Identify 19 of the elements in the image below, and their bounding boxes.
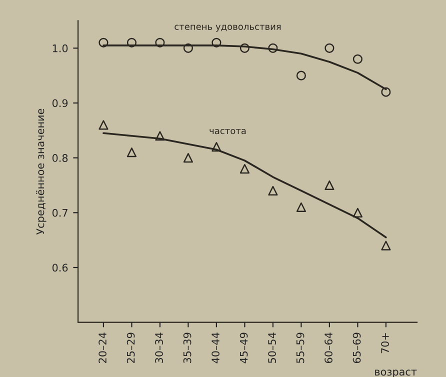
x-tick-label: 55–59 — [296, 332, 304, 363]
series-label: степень удовольствия — [174, 24, 281, 32]
y-tick-label: 0.8 — [52, 154, 68, 162]
x-tick-label: 60–64 — [324, 332, 332, 364]
series-label: частота — [210, 128, 246, 134]
x-tick-label: 70+ — [381, 333, 389, 354]
x-tick-label: 50–54 — [268, 332, 276, 363]
x-tick-label: 65–69 — [352, 332, 361, 364]
x-tick-label: 25–29 — [126, 332, 135, 364]
y-tick-label: 0.9 — [52, 99, 68, 108]
x-tick-label: 20–24 — [98, 332, 106, 364]
y-tick-label: 0.7 — [52, 208, 68, 217]
x-tick-label: 45–49 — [240, 332, 248, 364]
x-tick-label: 40–44 — [212, 332, 220, 364]
x-tick-label: 35–39 — [183, 332, 192, 363]
y-axis-title: Усреднённое значение — [36, 108, 46, 235]
x-tick-label: 30–34 — [155, 332, 163, 363]
y-tick-label: 0.6 — [52, 264, 68, 272]
y-tick-label: 1.0 — [52, 44, 68, 52]
